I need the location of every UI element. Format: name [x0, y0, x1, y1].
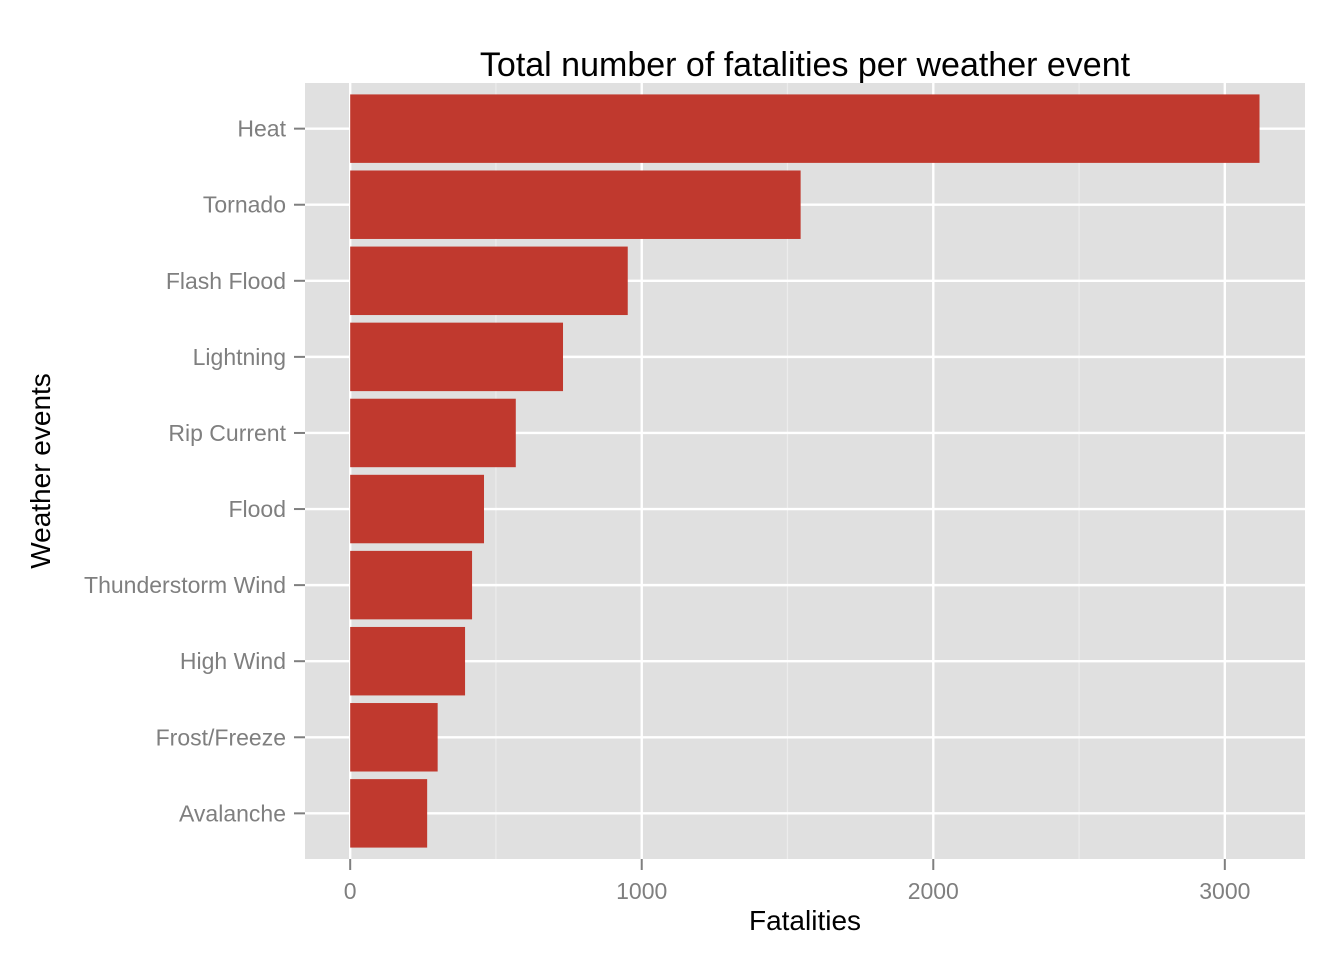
bar-high-wind [350, 626, 466, 696]
y-tick-label: Thunderstorm Wind [84, 572, 286, 598]
bar-rip-current [350, 398, 516, 468]
bar-lightning [350, 322, 564, 392]
y-axis-title: Weather events [25, 373, 56, 569]
x-axis: 0 1000 2000 3000 [344, 859, 1250, 904]
y-tick-label: Frost/Freeze [156, 724, 286, 750]
y-tick-label: Heat [237, 116, 286, 142]
chart-title: Total number of fatalities per weather e… [480, 46, 1131, 84]
y-axis: Heat Tornado Flash Flood Lightning Rip Curre… [84, 116, 305, 826]
bar-thunderstorm-wind [350, 550, 473, 620]
bar-tornado [350, 170, 801, 239]
y-tick-label: Tornado [203, 192, 286, 218]
bars [350, 94, 1260, 848]
y-tick-label: Flood [228, 496, 286, 522]
x-tick-label: 0 [344, 878, 357, 904]
bar-heat [350, 94, 1260, 163]
y-tick-label: Avalanche [179, 800, 286, 826]
bar-avalanche [350, 779, 428, 848]
y-tick-label: Flash Flood [166, 268, 286, 294]
y-tick-label: High Wind [180, 648, 286, 674]
x-tick-label: 1000 [616, 878, 667, 904]
bar-frost-freeze [350, 703, 438, 772]
x-tick-label: 2000 [908, 878, 959, 904]
x-tick-label: 3000 [1199, 878, 1250, 904]
x-axis-title: Fatalities [749, 905, 861, 936]
bar-flash-flood [350, 246, 628, 316]
y-tick-label: Rip Current [168, 420, 286, 446]
bar-flood [350, 474, 485, 544]
y-tick-label: Lightning [193, 344, 286, 370]
